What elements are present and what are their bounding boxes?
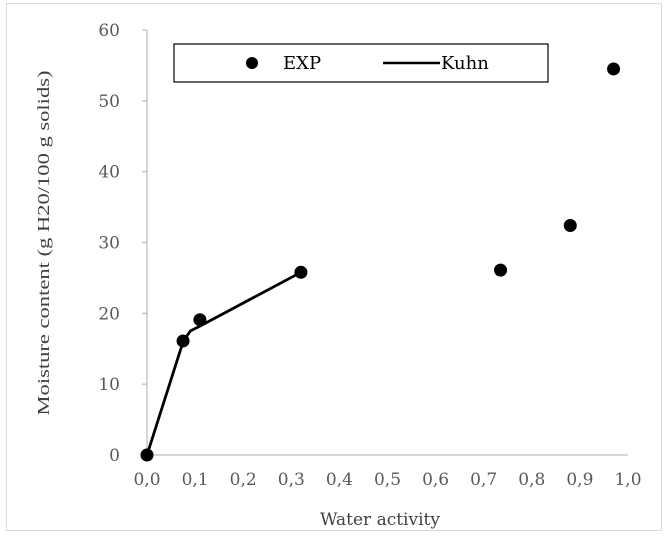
y-axis-title: Moisture content (g H20/100 g solids) <box>34 71 53 416</box>
x-tick-label: 0,2 <box>230 470 257 490</box>
x-tick-label: 0,9 <box>566 470 593 490</box>
x-tick-label: 1,0 <box>614 470 641 490</box>
y-ticks: 0 10 20 30 40 50 60 <box>98 21 147 466</box>
data-point-exp <box>494 263 508 277</box>
data-point-exp <box>176 334 190 348</box>
axes <box>146 30 628 456</box>
y-tick-label: 60 <box>98 21 120 41</box>
y-tick-label: 10 <box>98 375 120 395</box>
x-tick-label: 0,5 <box>374 470 401 490</box>
chart-frame <box>6 3 662 531</box>
x-tick-label: 0,3 <box>278 470 305 490</box>
x-tick-label: 0,4 <box>326 470 353 490</box>
x-ticks: 0,0 0,1 0,2 0,3 0,4 0,5 0,6 0,7 0,8 0,9 1,0 <box>133 470 641 490</box>
data-point-exp <box>140 448 154 462</box>
legend-marker-exp <box>246 57 258 69</box>
y-tick-label: 50 <box>98 92 120 112</box>
legend-box <box>173 43 549 83</box>
data-point-exp <box>563 219 577 232</box>
y-tick-label: 40 <box>98 163 120 183</box>
x-tick-label: 0,6 <box>422 470 449 490</box>
y-tick-label: 0 <box>109 446 120 466</box>
x-tick-label: 0,0 <box>133 470 160 490</box>
y-tick-label: 20 <box>98 304 120 324</box>
x-tick-label: 0,1 <box>182 470 209 490</box>
x-tick-label: 0,7 <box>470 470 497 490</box>
data-point-exp <box>193 313 207 327</box>
series-line-kuhn <box>145 271 302 456</box>
legend-label-exp: EXP <box>283 53 321 74</box>
y-tick-label: 30 <box>98 234 120 254</box>
plot-series <box>140 62 621 462</box>
data-point-exp <box>294 265 308 279</box>
legend: EXP Kuhn <box>173 43 549 83</box>
x-axis-title: Water activity <box>320 510 440 530</box>
data-point-exp <box>607 62 621 76</box>
legend-label-kuhn: Kuhn <box>441 53 489 74</box>
x-tick-label: 0,8 <box>518 470 545 490</box>
